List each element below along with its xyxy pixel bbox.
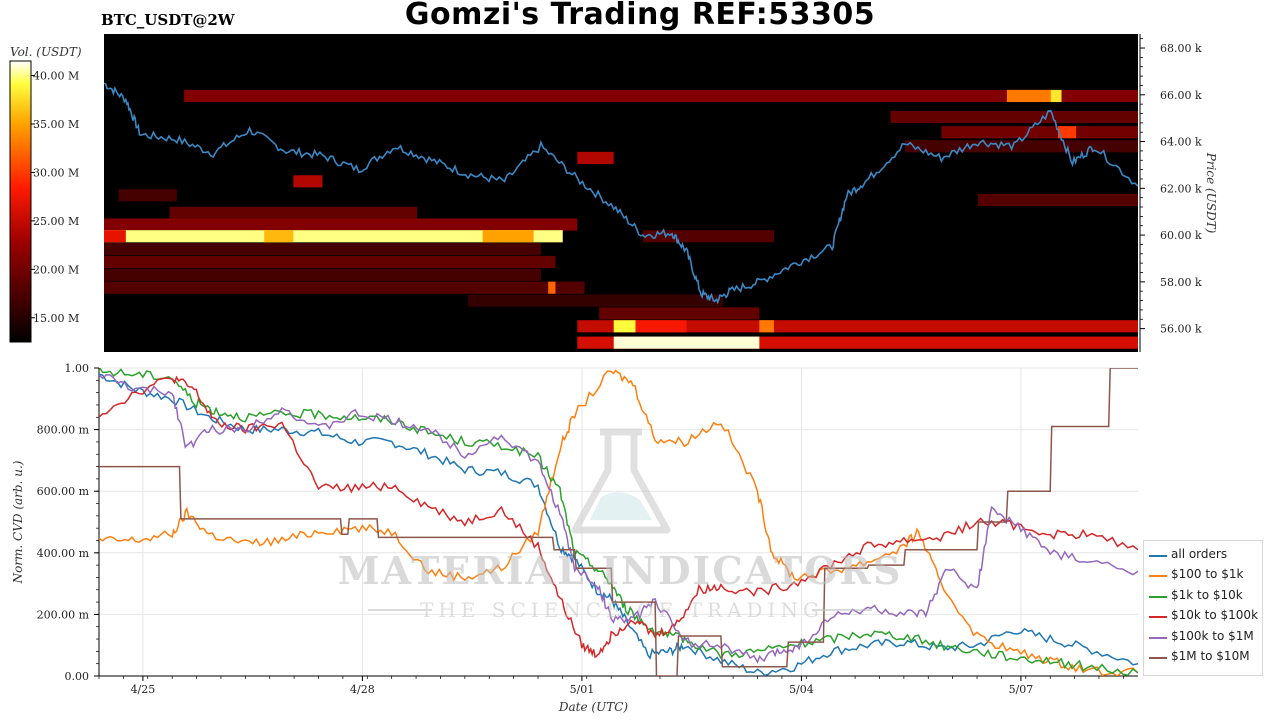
cvd-series-line-2 xyxy=(99,368,1138,676)
cvd-y-tick-label: 0.00 xyxy=(65,670,90,683)
heatmap-peak xyxy=(1057,126,1077,139)
cvd-y-tick-label: 1.00 xyxy=(65,362,90,375)
cvd-y-tick-label: 200.00 m xyxy=(37,608,90,621)
colorbar-tick-label: 25.00 M xyxy=(33,215,79,228)
legend-swatch xyxy=(1149,656,1167,659)
heatmap-cells xyxy=(104,89,1138,349)
cvd-y-tick-label: 800.00 m xyxy=(37,424,90,437)
price-tick-label: 58.00 k xyxy=(1160,276,1202,289)
cvd-y-tick-label: 400.00 m xyxy=(37,547,90,560)
heatmap-peak xyxy=(264,230,294,243)
colorbar-tick-label: 15.00 M xyxy=(33,312,79,325)
colorbar-tick-label: 40.00 M xyxy=(33,70,79,83)
heatmap-peak xyxy=(1050,89,1062,103)
price-tick-label: 62.00 k xyxy=(1160,182,1202,195)
legend-swatch xyxy=(1149,595,1167,598)
heatmap-band xyxy=(577,320,1138,333)
heatmap-band xyxy=(577,151,614,165)
legend-label: $10k to $100k xyxy=(1171,608,1259,623)
legend-label: $1M to $10M xyxy=(1171,648,1250,663)
legend-label: all orders xyxy=(1171,547,1228,561)
cvd-series-line-1 xyxy=(99,369,1138,676)
legend-label: $1k to $10k xyxy=(1171,587,1243,602)
heatmap-panel: 56.00 k 58.00 k 60.00 k 62.00 k 64.00 k 66.00… xyxy=(104,34,1218,352)
cvd-x-tick-label: 5/07 xyxy=(1009,683,1034,696)
legend-entry: $1k to $10k xyxy=(1144,587,1262,607)
heatmap-band xyxy=(104,255,556,269)
cvd-series-line-0 xyxy=(99,373,1138,676)
price-tick-label: 66.00 k xyxy=(1160,89,1202,102)
watermark: MATERIAL INDICATORS THE SCIENCE OF TRADI… xyxy=(338,428,903,622)
cvd-x-tick-label: 5/01 xyxy=(570,683,595,696)
colorbar-tick-label: 35.00 M xyxy=(33,118,79,131)
cvd-y-axis-label: Norm. CVD (arb. u.) xyxy=(11,460,25,584)
heatmap-peak xyxy=(759,320,774,333)
colorbar-gradient xyxy=(9,60,32,343)
cvd-panel: 0.00 200.00 m 400.00 m 600.00 m 800.00 m 1.00… xyxy=(11,362,1138,714)
cvd-x-tick-label: 5/04 xyxy=(789,683,814,696)
cvd-x-tick-label: 4/25 xyxy=(131,683,156,696)
cvd-series-line-4 xyxy=(99,374,1138,664)
heatmap-band xyxy=(104,268,541,281)
heatmap-peak xyxy=(635,320,687,333)
legend-swatch xyxy=(1149,636,1167,639)
heatmap-peak xyxy=(104,230,126,243)
heatmap-band xyxy=(977,193,1138,207)
legend-entry: $100 to $1k xyxy=(1144,566,1262,586)
cvd-series-group xyxy=(99,368,1138,676)
legend-entry: $1M to $10M xyxy=(1144,648,1262,668)
heatmap-peak xyxy=(613,320,636,333)
heatmap-band xyxy=(104,218,578,231)
legend-swatch xyxy=(1149,616,1167,619)
heatmap-band xyxy=(642,230,774,243)
heatmap-band xyxy=(890,110,1138,124)
cvd-x-axis-label: Date (UTC) xyxy=(558,700,628,714)
heatmap-peak xyxy=(1006,89,1051,103)
ticker-label: BTC_USDT@2W xyxy=(101,11,235,29)
legend-swatch xyxy=(1149,555,1167,557)
heatmap-band xyxy=(104,281,585,294)
legend-entry: $10k to $100k xyxy=(1144,607,1262,627)
heatmap-peak xyxy=(613,336,760,349)
heatmap-band xyxy=(468,294,723,307)
price-line xyxy=(104,82,1138,305)
heatmap-band xyxy=(104,243,541,256)
heatmap-band xyxy=(293,175,323,188)
cvd-y-tick-label: 600.00 m xyxy=(37,485,90,498)
watermark-tagline: THE SCIENCE OF TRADING xyxy=(420,598,824,622)
price-tick-label: 56.00 k xyxy=(1160,323,1202,336)
colorbar: 15.00 M 20.00 M 25.00 M 30.00 M 35.00 M 40.00… xyxy=(9,45,82,343)
heatmap-band xyxy=(184,89,1138,103)
heatmap-band xyxy=(104,230,563,243)
colorbar-tick-label: 30.00 M xyxy=(33,166,79,179)
cvd-series-line-5 xyxy=(99,368,1138,676)
heatmap-band xyxy=(118,189,177,202)
watermark-brand: MATERIAL INDICATORS xyxy=(338,548,903,593)
legend-label: $100 to $1k xyxy=(1171,567,1244,582)
chart-title: Gomzi's Trading REF:53305 xyxy=(404,0,876,32)
heatmap-band xyxy=(169,206,418,219)
heatmap-band xyxy=(599,307,760,320)
price-tick-label: 60.00 k xyxy=(1160,229,1202,242)
heatmap-peak xyxy=(482,230,534,243)
colorbar-tick-label: 20.00 M xyxy=(33,263,79,276)
legend-label: $100k to $1M xyxy=(1171,628,1254,643)
price-tick-label: 64.00 k xyxy=(1160,136,1202,149)
legend-entry: all orders xyxy=(1144,546,1262,566)
legend-swatch xyxy=(1149,575,1167,578)
cvd-background xyxy=(99,368,1138,676)
legend-entry: $100k to $1M xyxy=(1144,628,1262,648)
colorbar-label: Vol. (USDT) xyxy=(10,45,82,59)
legend: all orders $100 to $1k $1k to $10k $10k to … xyxy=(1143,540,1263,676)
heatmap-band xyxy=(941,126,1138,139)
price-axis-label: Price (USDT) xyxy=(1204,152,1218,234)
flask-icon xyxy=(571,428,671,534)
price-tick-label: 68.00 k xyxy=(1160,42,1202,55)
heatmap-peak xyxy=(548,281,556,294)
cvd-x-tick-label: 4/28 xyxy=(350,683,375,696)
